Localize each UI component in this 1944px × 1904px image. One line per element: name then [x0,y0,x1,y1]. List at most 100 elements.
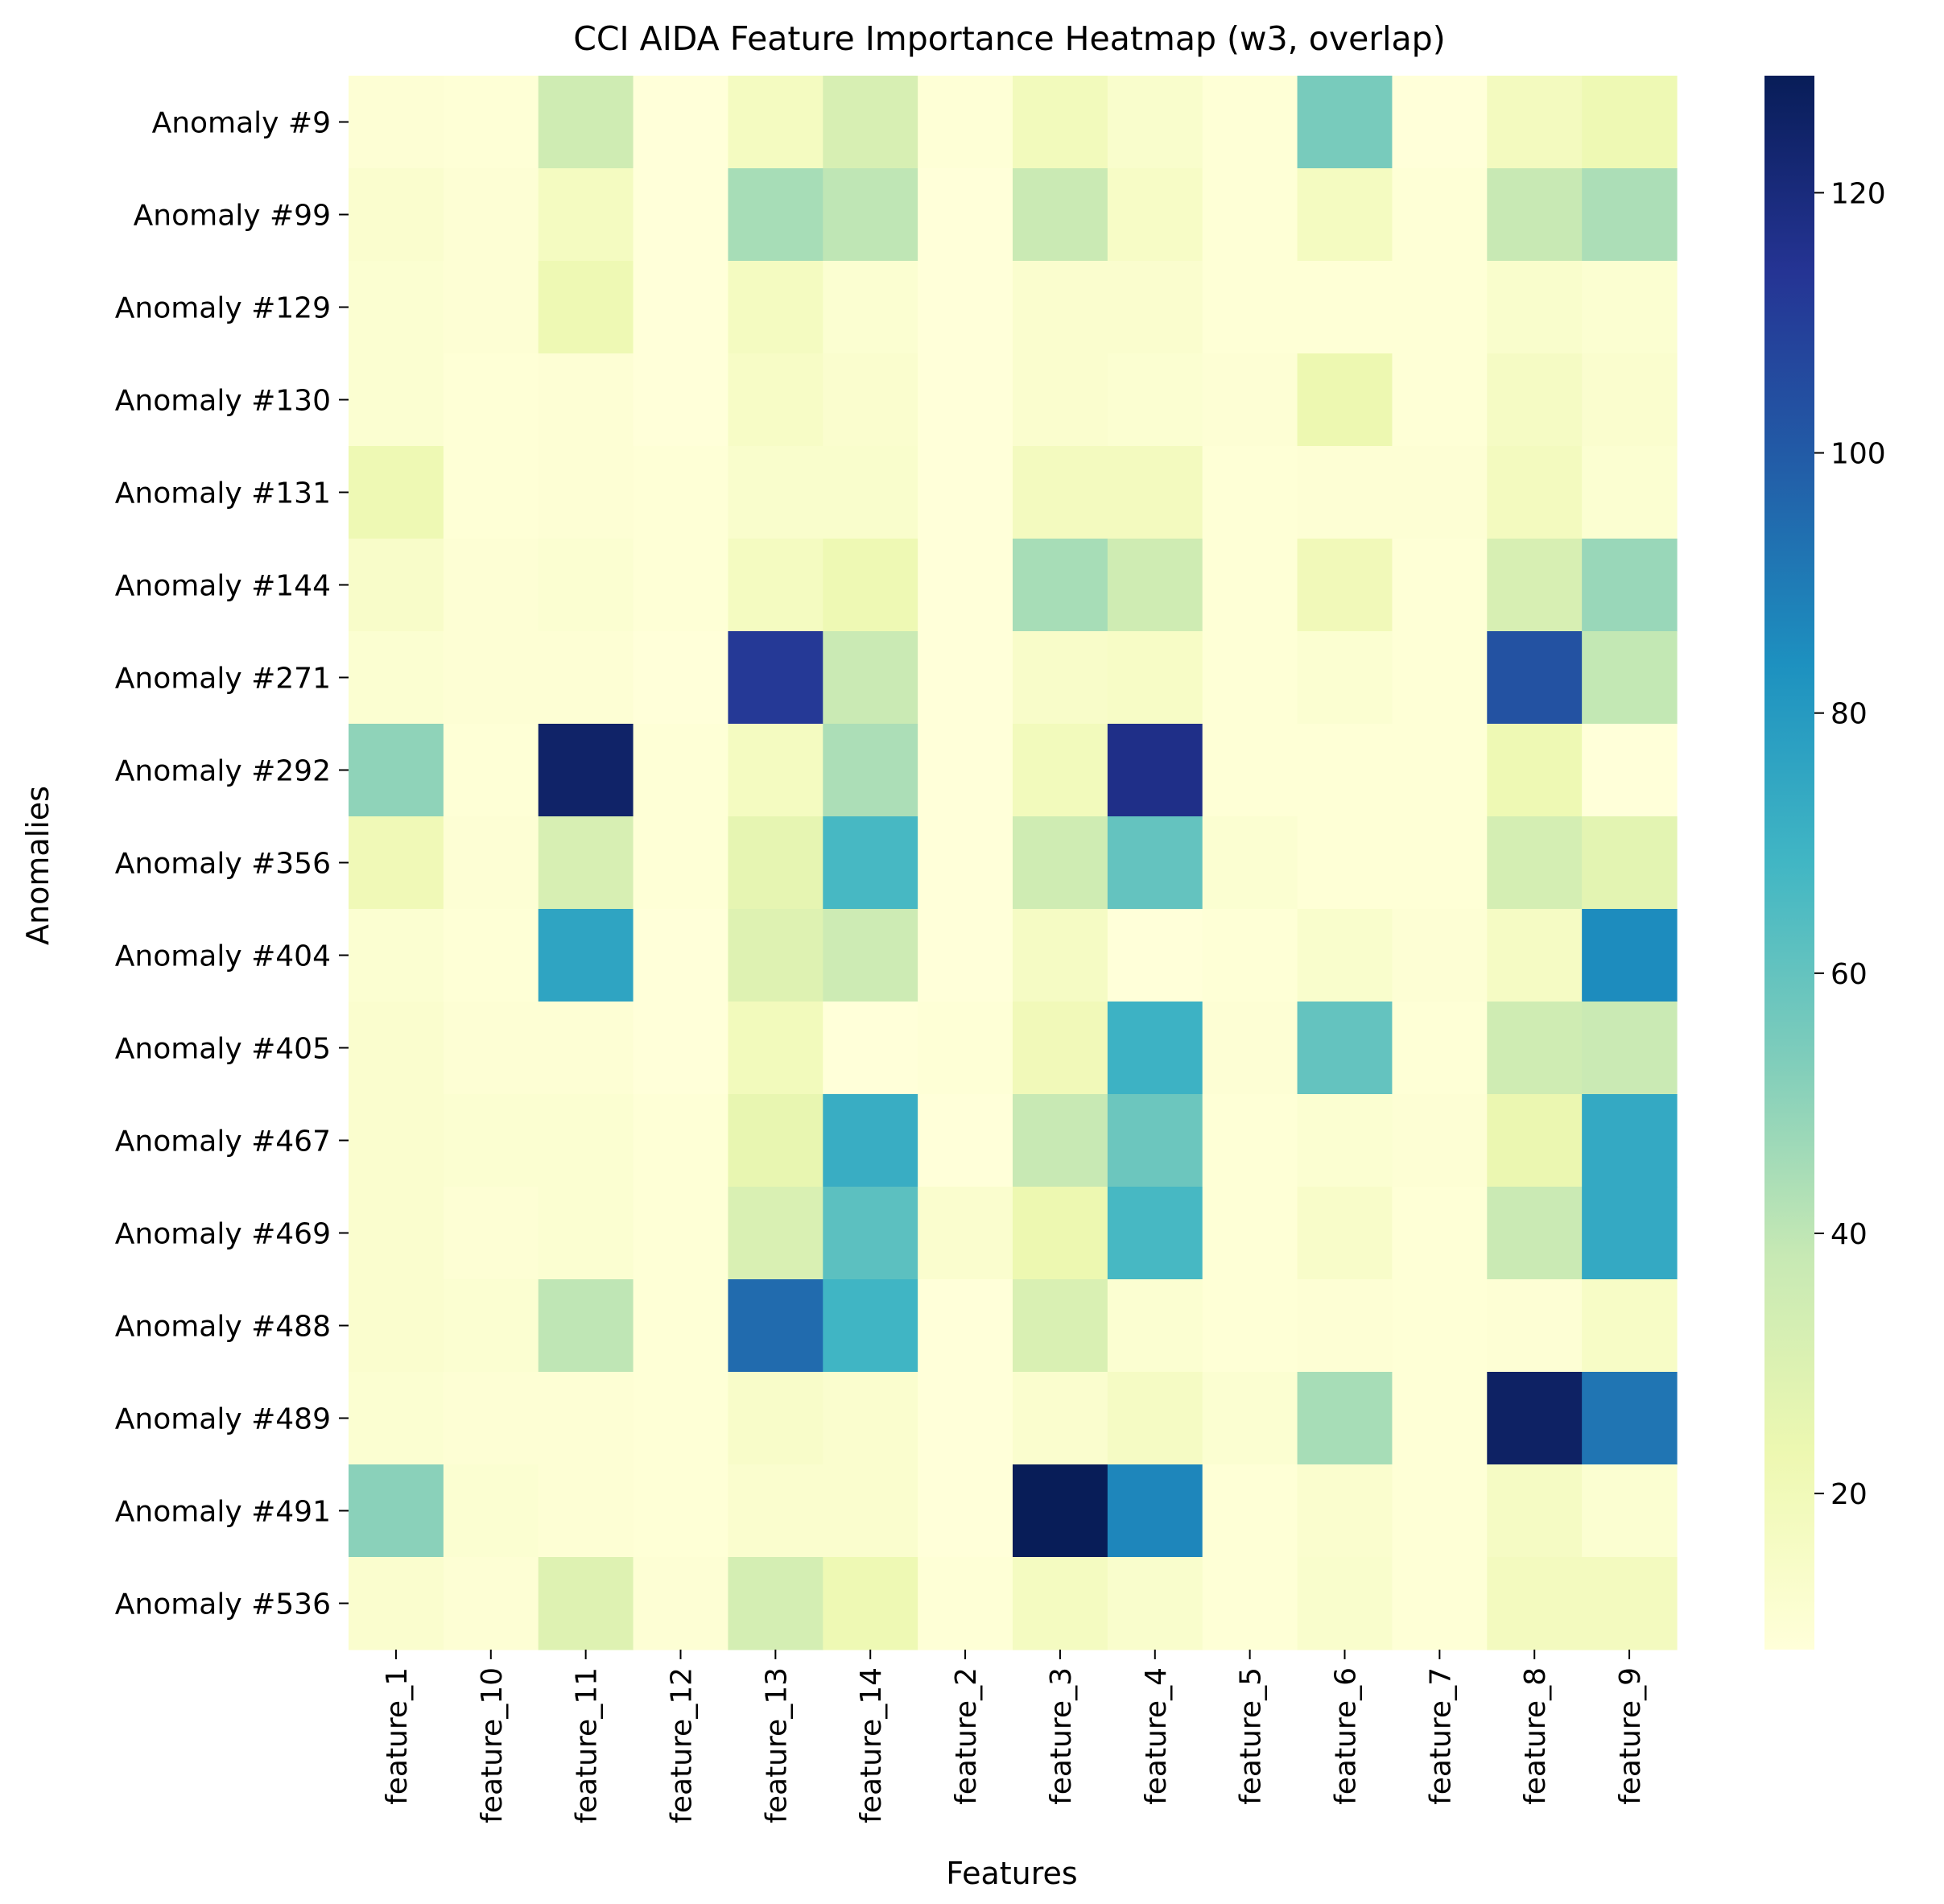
heatmap-cell [349,446,444,539]
heatmap-cell [538,1002,634,1095]
heatmap-cell [349,816,444,910]
colorbar [1764,76,1814,1650]
heatmap-cell [538,1094,634,1187]
heatmap-cell [538,1557,634,1650]
heatmap-cell [538,1279,634,1373]
heatmap-cell [1107,909,1203,1002]
colorbar-tick-label: 60 [1830,958,1868,991]
y-tick-label: Anomaly #129 [115,292,331,325]
heatmap-cell [1013,446,1108,539]
heatmap-cell [728,1094,823,1187]
heatmap-cell [823,1557,918,1650]
heatmap-cell [633,1557,729,1650]
y-tick-label: Anomaly #491 [115,1496,331,1529]
heatmap-cell [1297,1557,1393,1650]
heatmap-cell [1202,1187,1298,1280]
heatmap-cell [1013,353,1108,447]
heatmap-cell [1202,446,1298,539]
x-tick-label: feature_11 [571,1667,604,1823]
heatmap-cell [1013,816,1108,910]
x-tick-label: feature_12 [666,1667,699,1823]
heatmap-cell [443,1279,539,1373]
heatmap-cell [918,1094,1013,1187]
heatmap-cell [538,168,634,262]
heatmap-cell [1107,1094,1203,1187]
heatmap-cell [1582,1094,1678,1187]
heatmap-cell [1202,1557,1298,1650]
heatmap-cell [1297,1187,1393,1280]
heatmap-cell [1107,168,1203,262]
heatmap-cell [1297,1094,1393,1187]
y-tick-label: Anomaly #536 [115,1588,331,1621]
heatmap-cell [1582,539,1678,632]
heatmap-cell [1107,1557,1203,1650]
heatmap-cell [1582,1464,1678,1558]
heatmap-cell [1107,1187,1203,1280]
heatmap-cell [1582,1002,1678,1095]
x-axis: feature_1 feature_10 feature_11 feature_12 f… [381,1650,1647,1823]
heatmap-cell [443,539,539,632]
heatmap-cell [1392,724,1488,817]
y-tick-label: Anomaly #469 [115,1218,331,1251]
heatmap-cell [1487,76,1583,169]
heatmap-cell [1487,724,1583,817]
heatmap-cell [1392,1464,1488,1558]
y-tick-label: Anomaly #9 [152,107,331,140]
heatmap-cell [1107,76,1203,169]
heatmap-cell [728,1372,823,1465]
heatmap-cell [443,353,539,447]
heatmap-cell [1487,1557,1583,1650]
heatmap-cell [1297,631,1393,725]
heatmap-cell [1107,1372,1203,1465]
heatmap-cell [1202,168,1298,262]
colorbar-tick-label: 80 [1830,698,1868,731]
heatmap-cell [918,261,1013,354]
heatmap-cell [1013,1464,1108,1558]
heatmap-cell [918,539,1013,632]
heatmap-cell [823,446,918,539]
heatmap-cell [823,816,918,910]
heatmap-cell [1202,1372,1298,1465]
heatmap-cell [1487,1464,1583,1558]
heatmap-cell [1013,1002,1108,1095]
heatmap-cell [823,1279,918,1373]
y-tick-label: Anomaly #356 [115,848,331,881]
heatmap-cell [1392,76,1488,169]
heatmap-cell [538,1372,634,1465]
heatmap-cell [1202,353,1298,447]
heatmap-cell [823,724,918,817]
colorbar-tick-label: 120 [1830,177,1886,210]
heatmap-cell [1487,816,1583,910]
heatmap-cell [1297,539,1393,632]
y-tick-label: Anomaly #131 [115,477,331,510]
heatmap-cell [1582,261,1678,354]
heatmap-cell [1297,446,1393,539]
x-tick-label: feature_6 [1330,1667,1363,1805]
colorbar-ticks: 20 40 60 80 100 120 [1814,177,1886,1511]
heatmap-cell [1392,1002,1488,1095]
heatmap-cell [1107,724,1203,817]
heatmap-cell [1392,539,1488,632]
heatmap-cell [1392,446,1488,539]
x-tick-label: feature_9 [1614,1667,1647,1805]
heatmap-cell [349,631,444,725]
heatmap-cell [728,909,823,1002]
heatmap-cell [1202,1002,1298,1095]
heatmap-cell [1582,909,1678,1002]
y-axis-label: Anomalies [20,786,56,945]
heatmap-cell [918,1002,1013,1095]
heatmap-cell [633,1372,729,1465]
heatmap-cell [349,261,444,354]
heatmap-cell [823,76,918,169]
heatmap-cell [1487,1187,1583,1280]
heatmap-cell [443,1187,539,1280]
heatmap-cell [1107,1464,1203,1558]
heatmap-cell [1392,261,1488,354]
heatmap-cell [633,1187,729,1280]
heatmap-cell [443,76,539,169]
heatmap-cell [918,631,1013,725]
heatmap-cell [1013,76,1108,169]
heatmap-cell [728,76,823,169]
heatmap-cell [1202,261,1298,354]
heatmap-cell [1582,1372,1678,1465]
